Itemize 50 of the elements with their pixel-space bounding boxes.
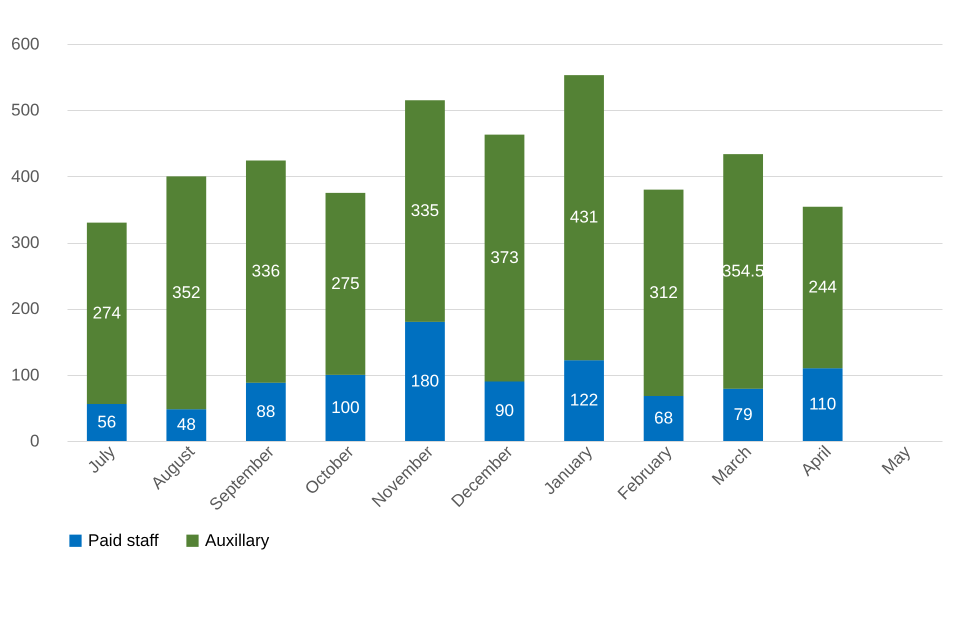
data-label: 180 [410,371,440,390]
data-label: 336 [252,262,280,281]
bar [246,160,286,383]
data-label: 68 [654,408,674,428]
bar [86,222,127,404]
data-label: 90 [495,401,514,420]
bar [405,100,445,322]
bar [802,368,843,441]
legend-label: Paid staff [88,530,159,550]
y-tick-label: 600 [11,34,40,54]
data-label: 122 [570,390,598,410]
data-label: 312 [649,282,678,302]
bar [326,374,366,441]
data-label: 431 [570,208,598,227]
bar [802,206,843,368]
bar [405,322,445,441]
y-tick-label: 500 [11,100,40,120]
y-tick-label: 400 [11,166,40,186]
bar [166,176,206,410]
data-label: 352 [172,282,201,302]
data-label: 48 [176,415,196,434]
bar [484,134,524,382]
y-tick-label: 100 [11,365,40,384]
data-label: 335 [410,201,440,220]
bar [86,404,127,441]
data-label: 274 [92,303,121,322]
x-tick-label: May [878,442,915,478]
bar [326,192,366,375]
bar [246,382,286,441]
legend-label: Auxillary [205,530,270,550]
data-label: 100 [331,398,360,417]
bar [484,381,524,441]
data-label: 244 [808,277,837,296]
data-label: 56 [97,412,116,432]
bar [644,396,684,441]
data-label: 275 [331,274,360,293]
data-label: 110 [809,394,836,414]
y-tick-label: 300 [11,233,40,252]
bar [644,190,684,396]
y-tick-label: 200 [11,299,40,318]
x-tick-label: July [84,442,120,477]
data-label: 88 [256,402,276,421]
bar [564,75,604,360]
bar [564,360,604,441]
bar [166,409,206,441]
y-tick-label: 0 [30,432,40,450]
data-label: 79 [734,404,753,424]
bar [723,154,764,389]
data-label: 373 [490,248,519,268]
bar [723,388,764,441]
